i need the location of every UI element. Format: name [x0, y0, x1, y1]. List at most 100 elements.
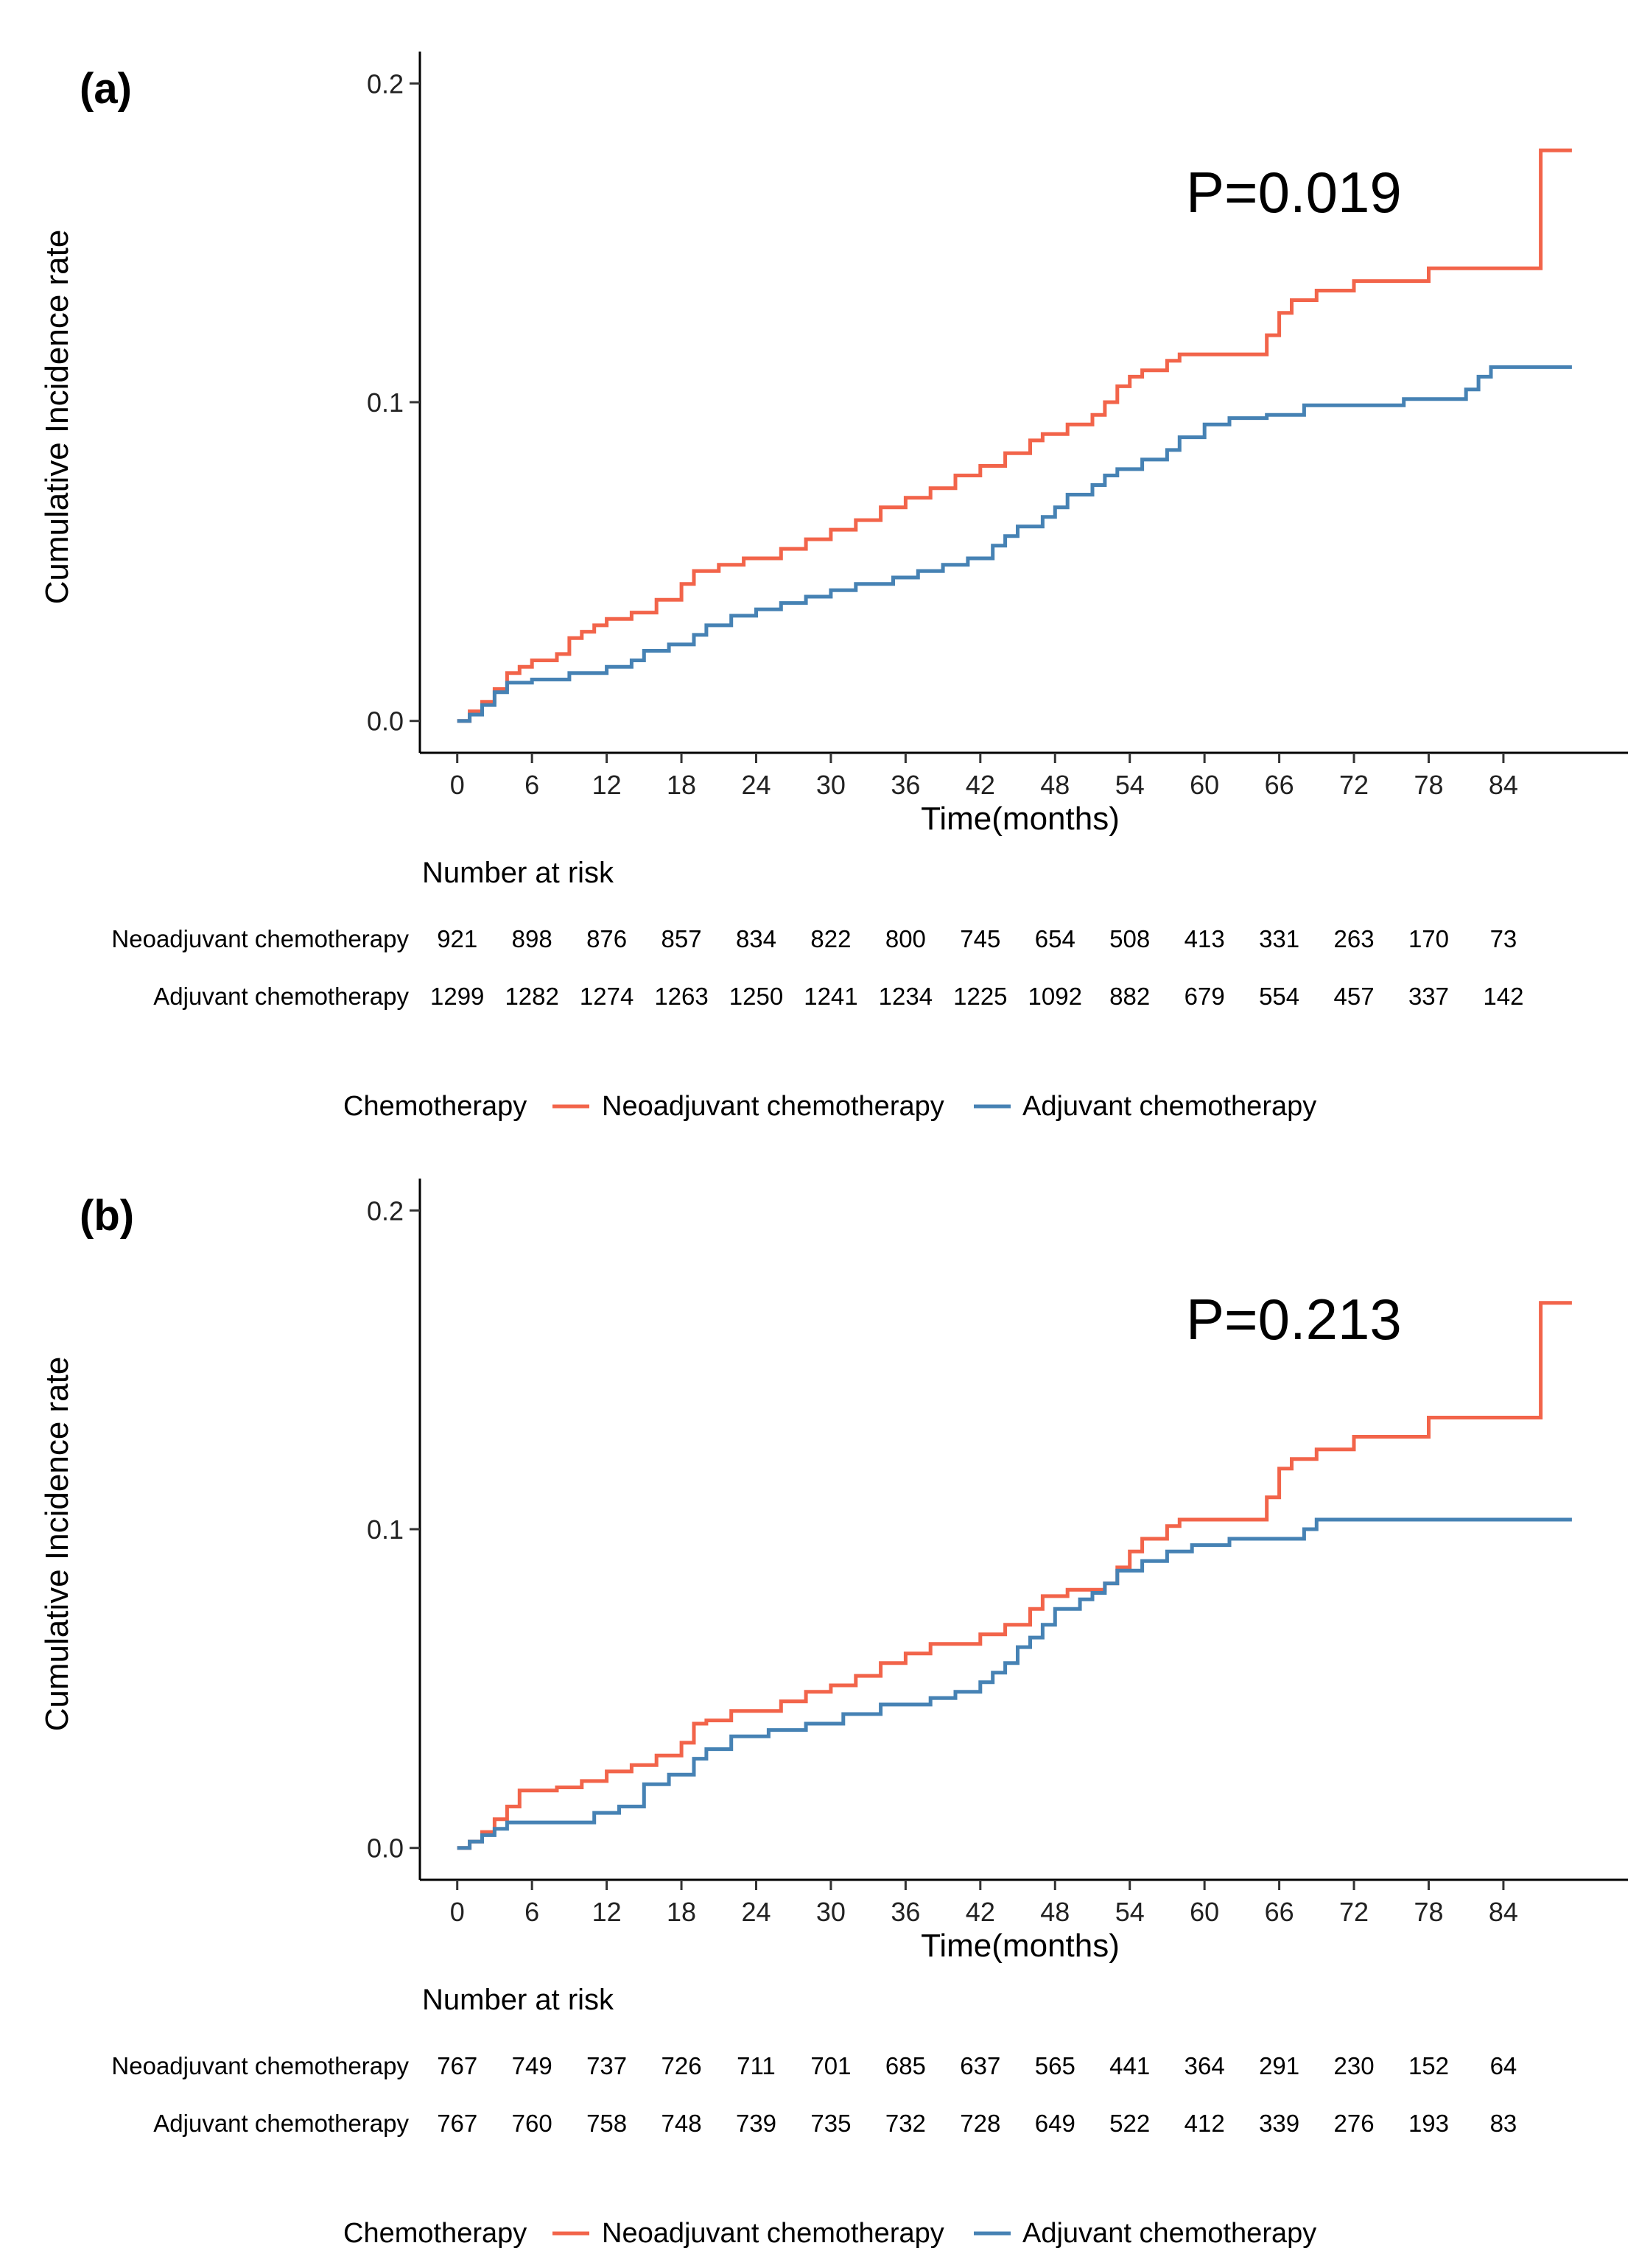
risk-count: 739	[736, 2110, 776, 2137]
risk-count: 737	[586, 2052, 627, 2079]
risk-count: 1241	[804, 983, 857, 1010]
x-tick-label: 12	[592, 770, 622, 800]
x-tick-label: 42	[966, 1897, 995, 1927]
risk-count: 767	[437, 2052, 477, 2079]
y-tick-label: 0.2	[367, 1196, 404, 1226]
x-tick-label: 0	[450, 770, 465, 800]
risk-count: 364	[1184, 2052, 1225, 2079]
x-tick-label: 48	[1040, 1897, 1070, 1927]
risk-count: 1299	[430, 983, 484, 1010]
x-tick-label: 30	[816, 770, 846, 800]
y-tick-label: 0.2	[367, 69, 404, 99]
risk-count: 276	[1334, 2110, 1375, 2137]
risk-count: 413	[1184, 925, 1225, 952]
risk-count: 882	[1109, 983, 1150, 1010]
risk-count: 748	[661, 2110, 702, 2137]
legend-label-neoadjuvant: Neoadjuvant chemotherapy	[602, 2218, 944, 2249]
x-tick-label: 24	[741, 1897, 771, 1927]
x-tick-label: 84	[1489, 770, 1518, 800]
risk-count: 331	[1259, 925, 1299, 952]
x-tick-label: 36	[891, 770, 920, 800]
risk-count: 263	[1334, 925, 1375, 952]
x-tick-label: 78	[1414, 1897, 1443, 1927]
risk-row-label: Neoadjuvant chemotherapy	[111, 2052, 409, 2079]
risk-row-label: Adjuvant chemotherapy	[153, 2110, 409, 2137]
x-tick-label: 54	[1115, 1897, 1145, 1927]
risk-count: 800	[885, 925, 926, 952]
x-tick-label: 42	[966, 770, 995, 800]
risk-count: 876	[586, 925, 627, 952]
x-axis-title: Time(months)	[921, 801, 1120, 837]
risk-count: 83	[1490, 2110, 1517, 2137]
risk-count: 1263	[654, 983, 708, 1010]
y-axis-title: Cumulative Incidence rate	[39, 1357, 75, 1732]
risk-count: 457	[1334, 983, 1375, 1010]
x-tick-label: 18	[667, 1897, 696, 1927]
risk-count: 193	[1408, 2110, 1449, 2137]
risk-count: 441	[1109, 2052, 1150, 2079]
risk-count: 760	[512, 2110, 552, 2137]
risk-table-title: Number at risk	[422, 1984, 614, 2016]
x-tick-label: 54	[1115, 770, 1145, 800]
neoadjuvant-curve	[457, 1301, 1572, 1850]
legend-label-adjuvant: Adjuvant chemotherapy	[1022, 1091, 1316, 1122]
risk-count: 339	[1259, 2110, 1299, 2137]
risk-count: 1250	[729, 983, 783, 1010]
chart-b: (b) 0.0 0.1 0.2 0 6 12 18 24 30 36 42 48 54 60 66 72 78 84…	[39, 1179, 1628, 2249]
risk-count: 152	[1408, 2052, 1449, 2079]
risk-count: 637	[960, 2052, 1000, 2079]
p-value-label: P=0.019	[1186, 160, 1402, 225]
x-tick-label: 66	[1265, 770, 1294, 800]
risk-count: 767	[437, 2110, 477, 2137]
risk-count: 337	[1408, 983, 1449, 1010]
risk-count: 1234	[879, 983, 933, 1010]
neoadjuvant-curve	[457, 148, 1572, 723]
risk-count: 701	[810, 2052, 851, 2079]
risk-count: 1282	[505, 983, 558, 1010]
risk-count: 649	[1035, 2110, 1075, 2137]
risk-count: 508	[1109, 925, 1150, 952]
risk-count: 711	[737, 2052, 776, 2079]
risk-count: 735	[810, 2110, 851, 2137]
risk-count: 685	[885, 2052, 926, 2079]
legend-label-adjuvant: Adjuvant chemotherapy	[1022, 2218, 1316, 2249]
x-tick-label: 72	[1339, 770, 1369, 800]
panel-b: (b) 0.0 0.1 0.2 0 6 12 18 24 30 36 42 48 54 60 66 72 78 84…	[0, 1127, 1639, 2261]
x-tick-label: 60	[1190, 1897, 1219, 1927]
y-tick-label: 0.1	[367, 1514, 404, 1545]
risk-count: 1274	[580, 983, 634, 1010]
risk-count: 230	[1334, 2052, 1375, 2079]
x-axis-title: Time(months)	[921, 1928, 1120, 1964]
risk-count: 73	[1490, 925, 1517, 952]
x-tick-label: 60	[1190, 770, 1219, 800]
y-axis-title: Cumulative Incidence rate	[39, 230, 75, 605]
y-tick-label: 0.0	[367, 706, 404, 737]
x-tick-label: 6	[524, 1897, 539, 1927]
x-tick-label: 66	[1265, 1897, 1294, 1927]
risk-count: 291	[1259, 2052, 1299, 2079]
risk-count: 758	[586, 2110, 627, 2137]
chart-a: (a) 0.0 0.1 0.2 0 6 12 18 24 30 36 42 48 54 60 66 72 78 84…	[39, 52, 1628, 1122]
legend-title: Chemotherapy	[343, 1091, 527, 1122]
risk-count: 1092	[1028, 983, 1082, 1010]
x-tick-label: 72	[1339, 1897, 1369, 1927]
y-tick-label: 0.0	[367, 1833, 404, 1864]
risk-count: 64	[1490, 2052, 1517, 2079]
risk-count: 822	[810, 925, 851, 952]
x-tick-label: 78	[1414, 770, 1443, 800]
adjuvant-curve	[457, 365, 1572, 723]
x-tick-label: 48	[1040, 770, 1070, 800]
risk-count: 522	[1109, 2110, 1150, 2137]
y-tick-label: 0.1	[367, 387, 404, 418]
x-tick-label: 18	[667, 770, 696, 800]
adjuvant-curve	[457, 1517, 1572, 1850]
x-tick-label: 30	[816, 1897, 846, 1927]
risk-count: 857	[661, 925, 702, 952]
risk-count: 1225	[953, 983, 1007, 1010]
risk-count: 412	[1184, 2110, 1225, 2137]
x-tick-label: 36	[891, 1897, 920, 1927]
risk-count: 834	[736, 925, 776, 952]
legend-label-neoadjuvant: Neoadjuvant chemotherapy	[602, 1091, 944, 1122]
x-tick-label: 84	[1489, 1897, 1518, 1927]
risk-count: 726	[661, 2052, 702, 2079]
